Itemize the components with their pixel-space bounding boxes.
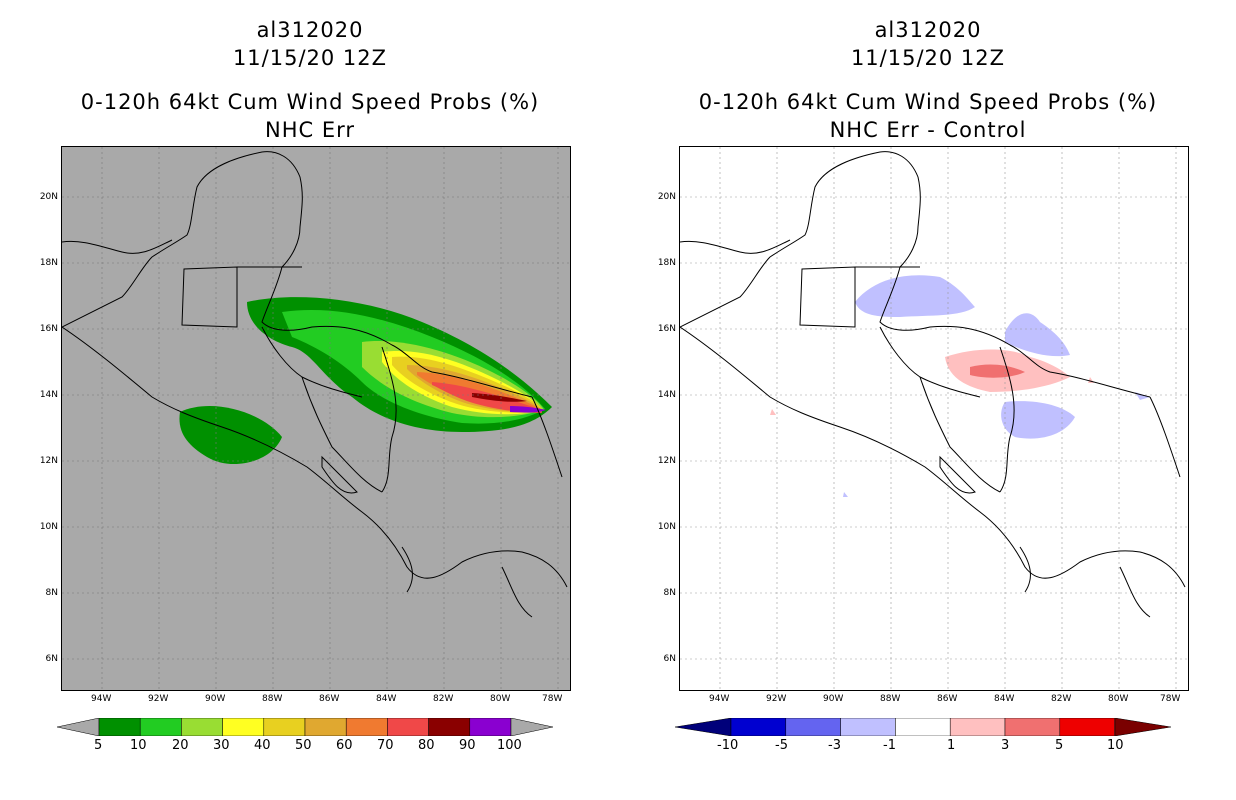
lon-label-84w: 84W	[994, 694, 1015, 704]
cb-label: 5	[1055, 738, 1064, 753]
right-lat-axis: 20N 18N 16N 14N 12N 10N 8N 6N	[646, 146, 678, 691]
lat-label-14n: 14N	[657, 390, 676, 400]
colorbar-cell	[840, 717, 896, 737]
lat-label-6n: 6N	[663, 654, 676, 664]
lon-label-92w: 92W	[766, 694, 787, 704]
lat-label-20n: 20N	[39, 192, 58, 202]
lon-label-88w: 88W	[262, 694, 283, 704]
lon-label-90w: 90W	[823, 694, 844, 704]
left-colorbar	[56, 717, 557, 737]
lat-label-18n: 18N	[39, 258, 58, 268]
lon-label-86w: 86W	[937, 694, 958, 704]
left-coastlines	[62, 151, 568, 618]
cb-label: 90	[459, 738, 476, 753]
cb-label: 10	[130, 738, 147, 753]
colorbar-cell	[222, 717, 265, 737]
lat-label-8n: 8N	[663, 588, 676, 598]
lat-label-16n: 16N	[39, 324, 58, 334]
right-colorbar-labels: -10 -5 -3 -1 1 3 5 10	[675, 738, 1175, 756]
right-product-title: 0-120h 64kt Cum Wind Speed Probs (%)	[698, 90, 1158, 114]
lon-label-80w: 80W	[490, 694, 511, 704]
colorbar-cell	[304, 717, 347, 737]
left-map-panel: 20N	[61, 146, 571, 691]
colorbar-cell	[469, 717, 512, 737]
lat-label-10n: 10N	[657, 522, 676, 532]
colorbar-cell	[387, 717, 429, 737]
left-probability-field	[179, 297, 552, 465]
cb-label: 5	[94, 738, 103, 753]
colorbar-cell	[785, 717, 841, 737]
colorbar-cell	[263, 717, 306, 737]
lon-label-82w: 82W	[433, 694, 454, 704]
lon-label-78w: 78W	[542, 694, 563, 704]
right-map-background	[680, 147, 1188, 690]
lat-label-20n: 20N	[657, 192, 676, 202]
left-storm-id: al312020	[256, 18, 364, 42]
cb-label: -10	[717, 738, 739, 753]
right-coastlines	[680, 151, 1186, 618]
cb-label: 80	[418, 738, 435, 753]
lon-label-94w: 94W	[91, 694, 112, 704]
cb-label: 30	[213, 738, 230, 753]
lon-label-94w: 94W	[709, 694, 730, 704]
right-lon-axis: 94W 92W 90W 88W 86W 84W 82W 80W 78W	[679, 694, 1189, 708]
left-datetime: 11/15/20 12Z	[232, 46, 388, 70]
lon-label-90w: 90W	[205, 694, 226, 704]
cb-label: 20	[172, 738, 189, 753]
colorbar-cell	[1004, 717, 1061, 737]
lon-label-84w: 84W	[376, 694, 397, 704]
lon-label-92w: 92W	[148, 694, 169, 704]
cb-label: 1	[947, 738, 956, 753]
lon-label-80w: 80W	[1108, 694, 1129, 704]
cb-label: 70	[377, 738, 394, 753]
cb-label: 100	[497, 738, 522, 753]
cb-label: 3	[1001, 738, 1010, 753]
colorbar-cell	[98, 717, 141, 737]
right-colorbar-svg	[674, 717, 1172, 737]
cb-label: 10	[1107, 738, 1124, 753]
right-map-canvas	[680, 147, 1188, 690]
left-map-canvas: 20N	[62, 147, 570, 690]
left-subtitle: NHC Err	[264, 118, 355, 142]
cb-label: 60	[336, 738, 353, 753]
lat-label-12n: 12N	[39, 456, 58, 466]
colorbar-cell	[895, 717, 951, 737]
colorbar-cell	[730, 717, 787, 737]
lon-label-88w: 88W	[880, 694, 901, 704]
right-storm-id: al312020	[874, 18, 982, 42]
lat-label-8n: 8N	[45, 588, 58, 598]
lon-label-82w: 82W	[1051, 694, 1072, 704]
right-map-panel	[679, 146, 1189, 691]
lat-label-16n: 16N	[657, 324, 676, 334]
lat-label-12n: 12N	[657, 456, 676, 466]
left-lon-axis: 94W 92W 90W 88W 86W 84W 82W 80W 78W	[61, 694, 571, 708]
cb-label: 50	[295, 738, 312, 753]
right-datetime: 11/15/20 12Z	[850, 46, 1006, 70]
left-colorbar-svg	[56, 717, 554, 737]
right-colorbar	[674, 717, 1175, 737]
right-graticule	[680, 147, 1188, 690]
colorbar-cell	[139, 717, 182, 737]
left-graticule	[62, 147, 570, 690]
lat-label-18n: 18N	[657, 258, 676, 268]
left-colorbar-labels: 5 10 20 30 40 50 60 70 80 90 100	[57, 738, 557, 756]
lat-label-14n: 14N	[39, 390, 58, 400]
lat-label-6n: 6N	[45, 654, 58, 664]
colorbar-cell	[949, 717, 1006, 737]
cb-label: 40	[254, 738, 271, 753]
cb-label: -3	[828, 738, 841, 753]
lon-label-78w: 78W	[1160, 694, 1181, 704]
lat-label-10n: 10N	[39, 522, 58, 532]
right-subtitle: NHC Err - Control	[829, 118, 1027, 142]
colorbar-cell	[428, 717, 471, 737]
colorbar-cell	[181, 717, 223, 737]
cb-label: -1	[883, 738, 896, 753]
left-product-title: 0-120h 64kt Cum Wind Speed Probs (%)	[80, 90, 540, 114]
cb-label: -5	[775, 738, 788, 753]
colorbar-cell	[1059, 717, 1115, 737]
lon-label-86w: 86W	[319, 694, 340, 704]
left-lat-axis: 20N 18N 16N 14N 12N 10N 8N 6N	[28, 146, 60, 691]
colorbar-cell	[345, 717, 388, 737]
